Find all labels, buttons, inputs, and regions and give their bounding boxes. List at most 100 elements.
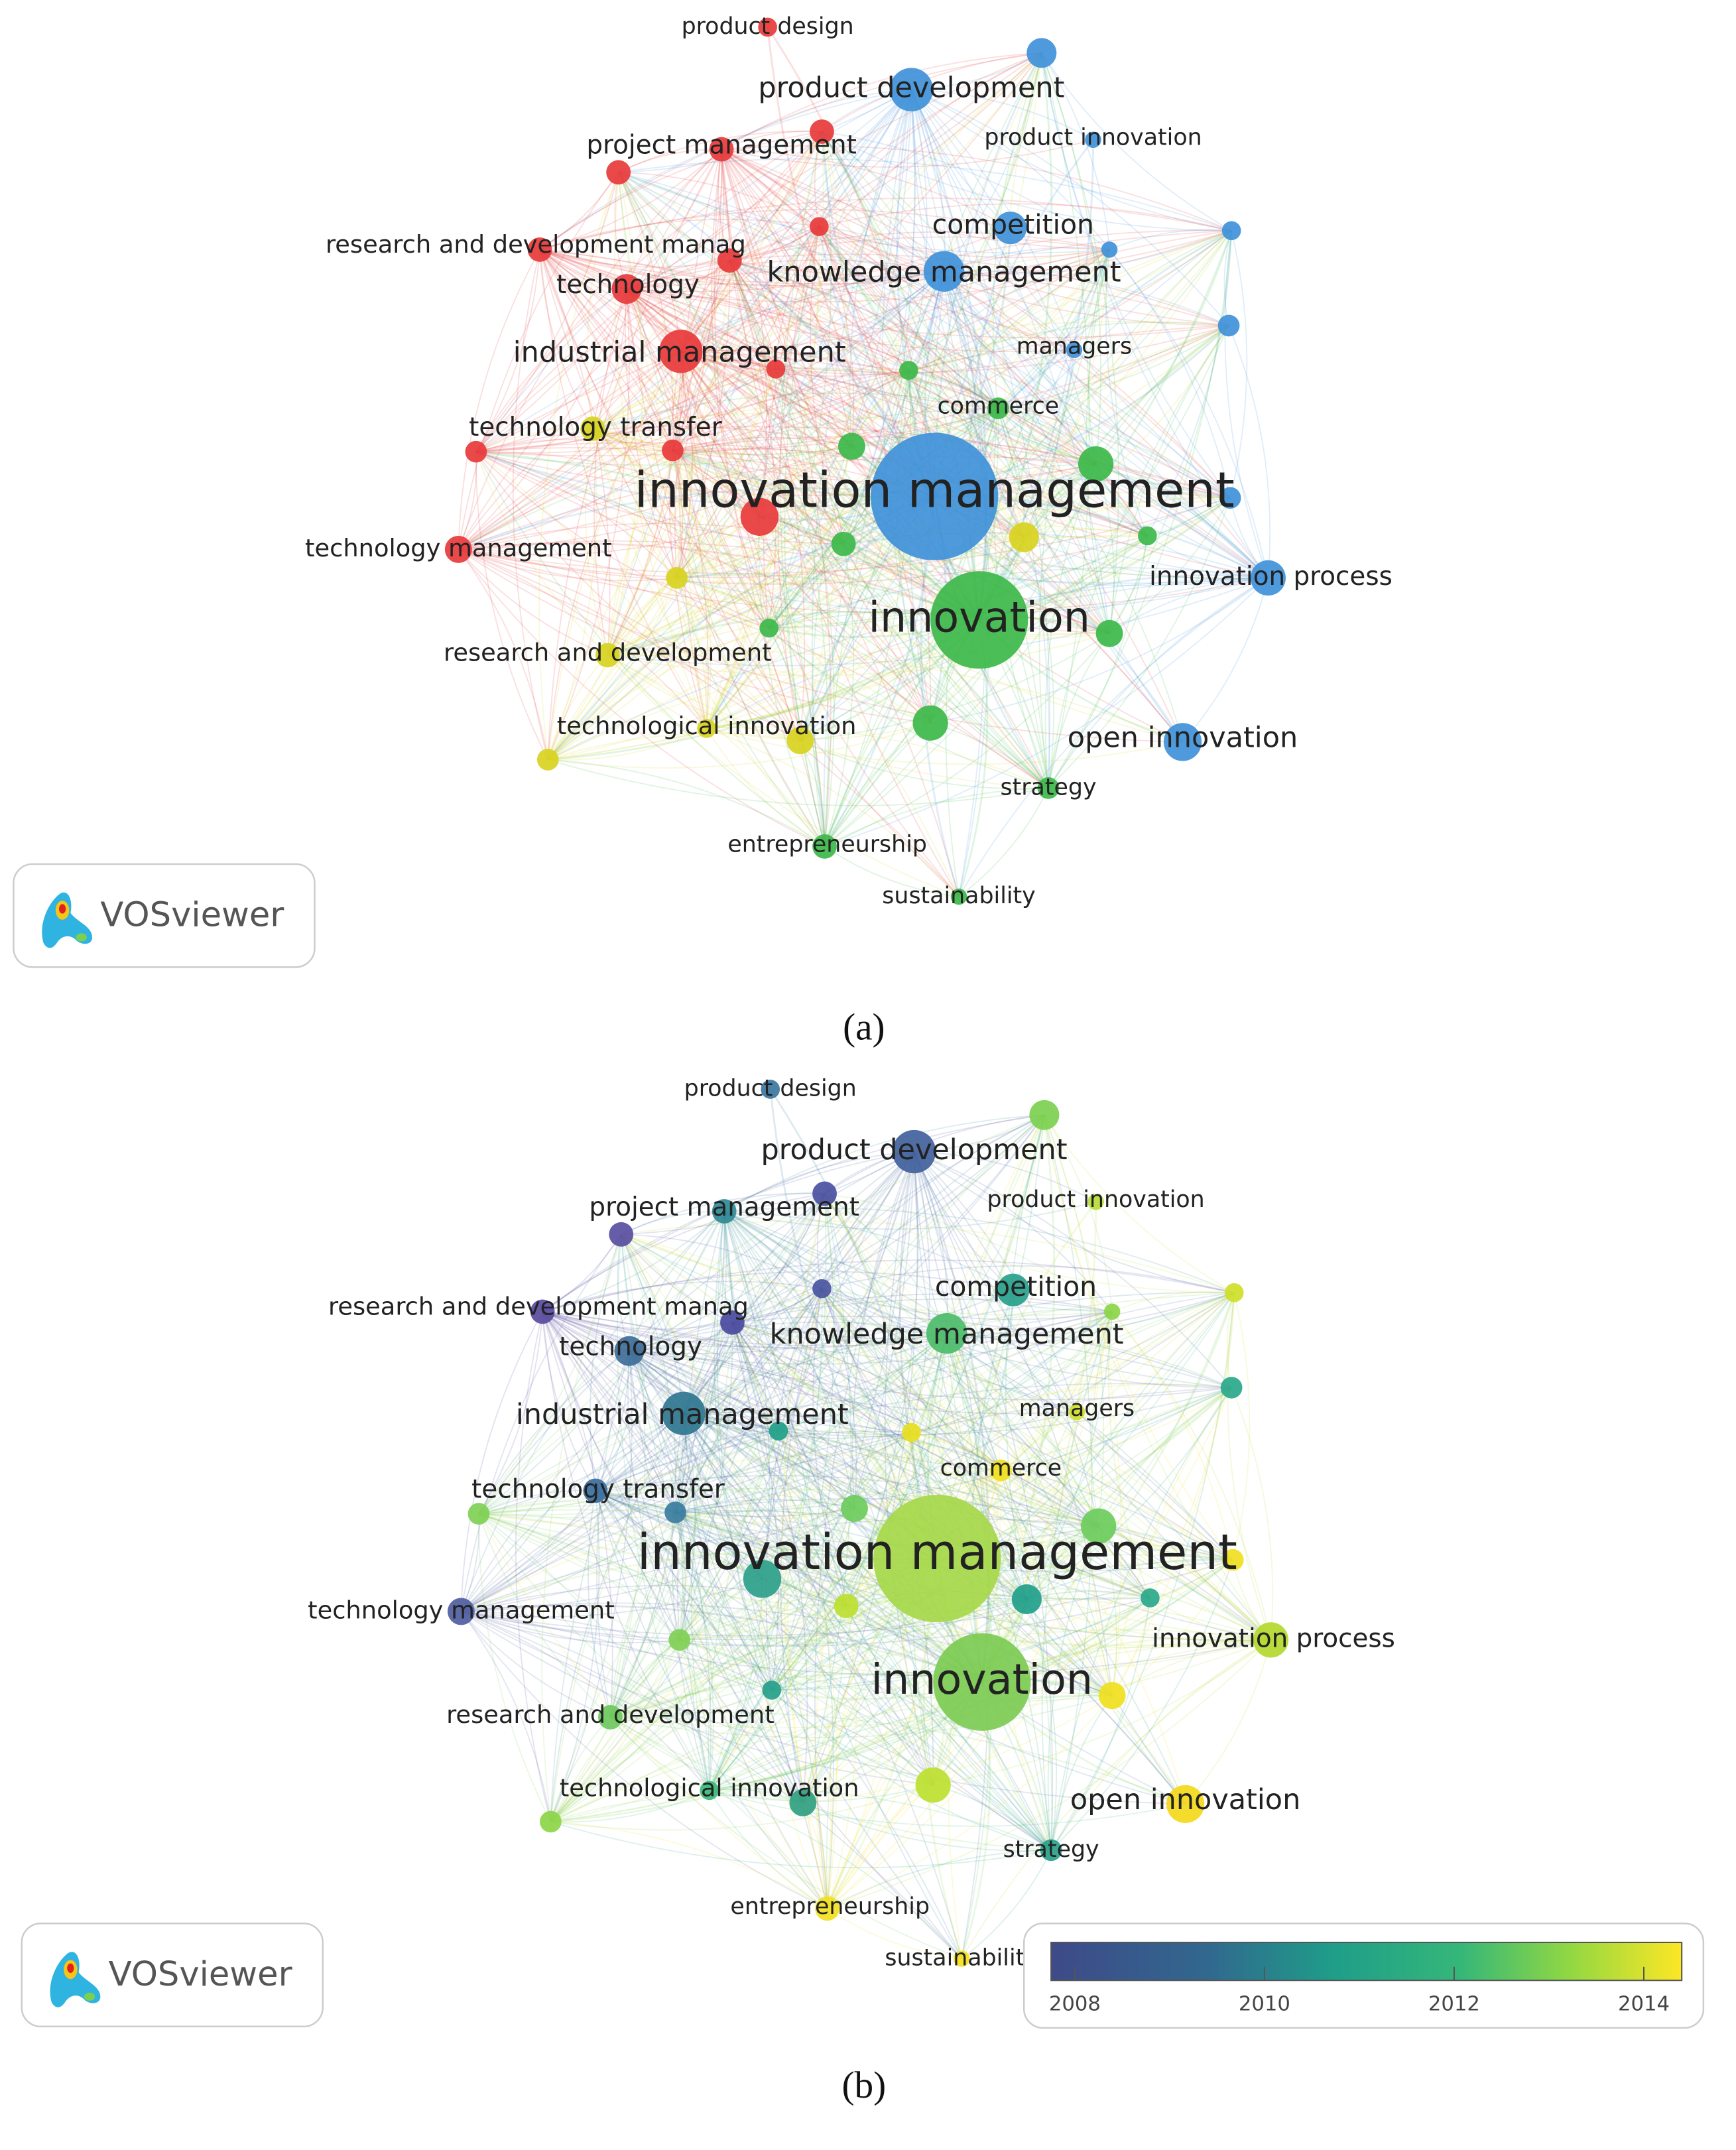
- edge: [617, 172, 682, 351]
- edge: [550, 1639, 1271, 1822]
- edge: [1097, 1387, 1232, 1527]
- edge: [729, 259, 1097, 465]
- edge: [676, 131, 823, 578]
- node: [915, 1767, 951, 1803]
- edge: [913, 1151, 1054, 1850]
- edge: [478, 1513, 552, 1822]
- edge: [1232, 1293, 1251, 1560]
- edge: [458, 446, 852, 550]
- edge: [775, 271, 945, 370]
- edge: [626, 288, 770, 629]
- edge: [461, 1611, 804, 1803]
- edge: [946, 1333, 1233, 1561]
- edge: [629, 1350, 1113, 1696]
- edge: [460, 1470, 1001, 1612]
- edge: [818, 225, 1148, 537]
- edge: [943, 271, 1025, 538]
- edge: [607, 260, 731, 656]
- edge: [732, 1292, 1235, 1340]
- edge: [682, 1193, 826, 1414]
- node: [1250, 560, 1286, 596]
- edge: [592, 412, 1096, 465]
- edge: [592, 428, 770, 629]
- edge: [672, 325, 1229, 452]
- edge: [732, 1322, 1002, 1471]
- edge: [731, 1322, 934, 1786]
- node: [871, 432, 999, 560]
- edge: [675, 1511, 983, 1683]
- edge: [723, 1211, 1052, 1851]
- edge: [721, 149, 1110, 634]
- edge: [607, 463, 1097, 656]
- edge: [678, 1288, 823, 1641]
- node: [1095, 619, 1123, 647]
- edge: [943, 271, 987, 620]
- edge: [812, 1288, 847, 1607]
- edge: [592, 428, 760, 518]
- edge: [547, 627, 769, 761]
- edge: [1048, 497, 1231, 789]
- edge: [709, 1292, 1235, 1791]
- edge: [932, 1470, 1002, 1786]
- edge: [1050, 1695, 1113, 1851]
- edge: [683, 1413, 828, 1909]
- edge: [978, 230, 1233, 621]
- edge: [1111, 1639, 1271, 1696]
- edge: [595, 1490, 828, 1909]
- edge: [542, 1259, 1235, 1312]
- edge: [821, 1288, 1028, 1600]
- node-label: entrepreneurship: [727, 831, 927, 857]
- edge: [609, 1673, 983, 1718]
- edge: [1050, 1387, 1232, 1851]
- edge: [1231, 1387, 1274, 1640]
- node-label: innovation management: [637, 1525, 1237, 1581]
- edge: [943, 271, 1184, 743]
- edge: [723, 1210, 823, 1289]
- edge: [595, 1322, 733, 1491]
- edge: [613, 172, 708, 729]
- edge: [1043, 1115, 1233, 1560]
- edge: [732, 1322, 947, 1342]
- edge: [826, 1311, 1113, 1909]
- edge: [629, 1210, 725, 1352]
- edge: [548, 727, 707, 761]
- edge: [675, 1511, 934, 1786]
- edge: [800, 633, 1110, 741]
- edge: [542, 1311, 773, 1691]
- edge: [821, 1288, 1271, 1641]
- edge: [539, 249, 936, 497]
- edge: [675, 1511, 1052, 1851]
- edge: [814, 1508, 855, 1909]
- edge: [547, 89, 912, 761]
- edge: [824, 1193, 1113, 1312]
- edge: [729, 260, 776, 629]
- edge: [478, 1513, 773, 1691]
- edge: [458, 523, 844, 550]
- logo: VOSviewer: [13, 863, 316, 968]
- edge: [778, 1430, 1052, 1851]
- edge: [826, 1606, 857, 1909]
- edge: [461, 1611, 1271, 1676]
- network-panel: product design product development project…: [308, 1075, 1395, 1971]
- edge: [475, 172, 619, 452]
- edge: [677, 1322, 733, 1640]
- edge: [1050, 1639, 1271, 1851]
- edge: [680, 351, 931, 724]
- edge: [550, 1211, 725, 1822]
- edge: [461, 1611, 773, 1691]
- edge: [672, 89, 912, 451]
- edge: [679, 1639, 1052, 1851]
- edge: [676, 271, 945, 578]
- edge: [458, 548, 770, 629]
- edge: [610, 1694, 1113, 1738]
- edge: [539, 208, 1011, 251]
- edge: [461, 1611, 680, 1643]
- node: [1011, 1584, 1042, 1615]
- edge: [910, 1432, 1113, 1696]
- edge: [818, 225, 1229, 326]
- edge: [682, 1413, 804, 1803]
- edge: [720, 1211, 733, 1323]
- edge: [911, 1292, 1235, 1433]
- node: [987, 397, 1009, 420]
- nodes: [447, 1080, 1289, 1967]
